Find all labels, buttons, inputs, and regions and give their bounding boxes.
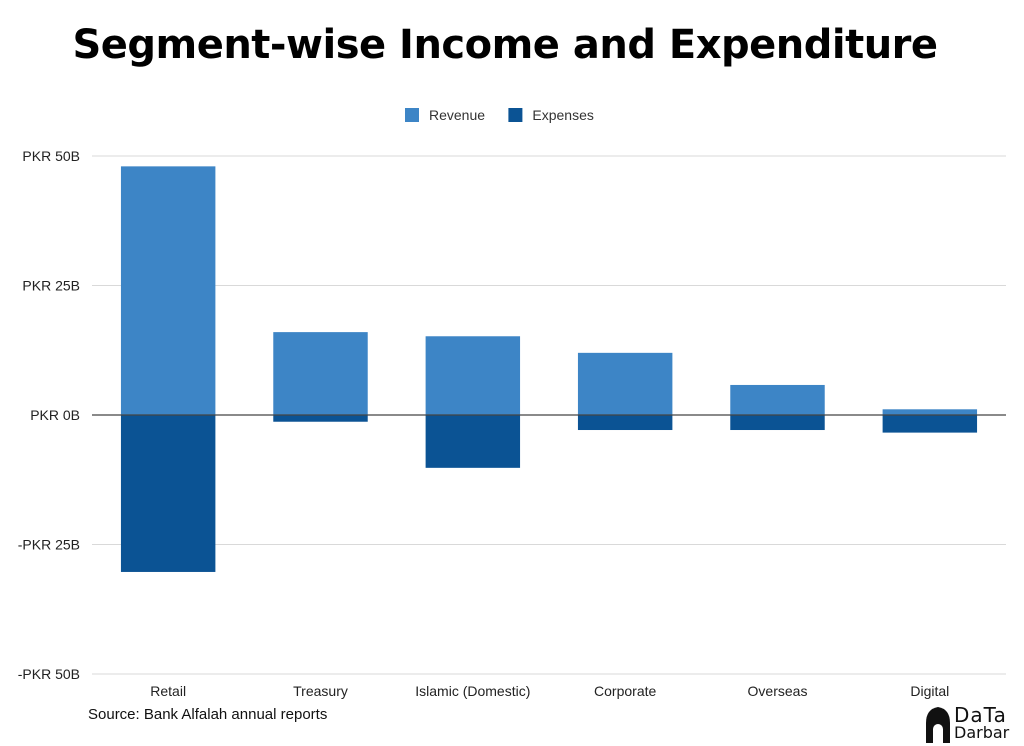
legend-swatch xyxy=(405,108,419,122)
y-tick-label: -PKR 25B xyxy=(18,537,80,553)
x-tick-label: Retail xyxy=(150,683,186,699)
bar-revenue-corporate xyxy=(577,352,673,415)
legend-swatch xyxy=(508,108,523,122)
bar-revenue-overseas xyxy=(730,384,825,415)
x-tick-label: Digital xyxy=(910,683,949,699)
x-tick-label: Corporate xyxy=(594,683,656,699)
logo-text-top: DaTa xyxy=(954,703,1007,727)
bar-revenue-islamic-domestic xyxy=(425,336,521,415)
y-axis-labels: PKR 50B PKR 25B PKR 0B -PKR 25B -PKR 50B xyxy=(18,148,80,682)
x-tick-label: Treasury xyxy=(293,683,348,699)
y-tick-label: -PKR 50B xyxy=(18,666,80,682)
zero-line xyxy=(92,414,1006,675)
data-darbar-logo: DaTa Darbar xyxy=(924,703,1014,743)
legend-label: Revenue xyxy=(429,107,485,123)
chart-title: Segment-wise Income and Expenditure xyxy=(72,22,938,68)
bar-expenses-corporate xyxy=(577,415,673,431)
mosque-icon xyxy=(926,707,950,743)
bar-expenses-islamic-domestic xyxy=(425,415,521,468)
bar-expenses-digital xyxy=(882,415,978,433)
bars xyxy=(120,166,978,572)
bar-revenue-treasury xyxy=(273,332,368,415)
bar-expenses-treasury xyxy=(273,415,368,422)
legend-label: Expenses xyxy=(532,107,593,123)
y-tick-label: PKR 0B xyxy=(30,407,80,423)
x-tick-label: Overseas xyxy=(748,683,808,699)
y-tick-label: PKR 50B xyxy=(22,148,80,164)
source-note: Source: Bank Alfalah annual reports xyxy=(88,706,328,723)
bar-revenue-digital xyxy=(882,409,978,415)
bar-expenses-retail xyxy=(120,415,216,572)
bar-expenses-overseas xyxy=(730,415,825,431)
x-axis-labels: Retail Treasury Islamic (Domestic) Corporat… xyxy=(150,683,949,699)
logo-text-bottom: Darbar xyxy=(954,723,1010,742)
bar-revenue-retail xyxy=(120,166,216,415)
x-tick-label: Islamic (Domestic) xyxy=(415,683,530,699)
legend: Revenue Expenses xyxy=(405,107,594,123)
bar-chart: Revenue Expenses PKR 50B PKR 25B PKR 0B -PKR… xyxy=(18,107,1006,699)
y-tick-label: PKR 25B xyxy=(22,278,80,294)
